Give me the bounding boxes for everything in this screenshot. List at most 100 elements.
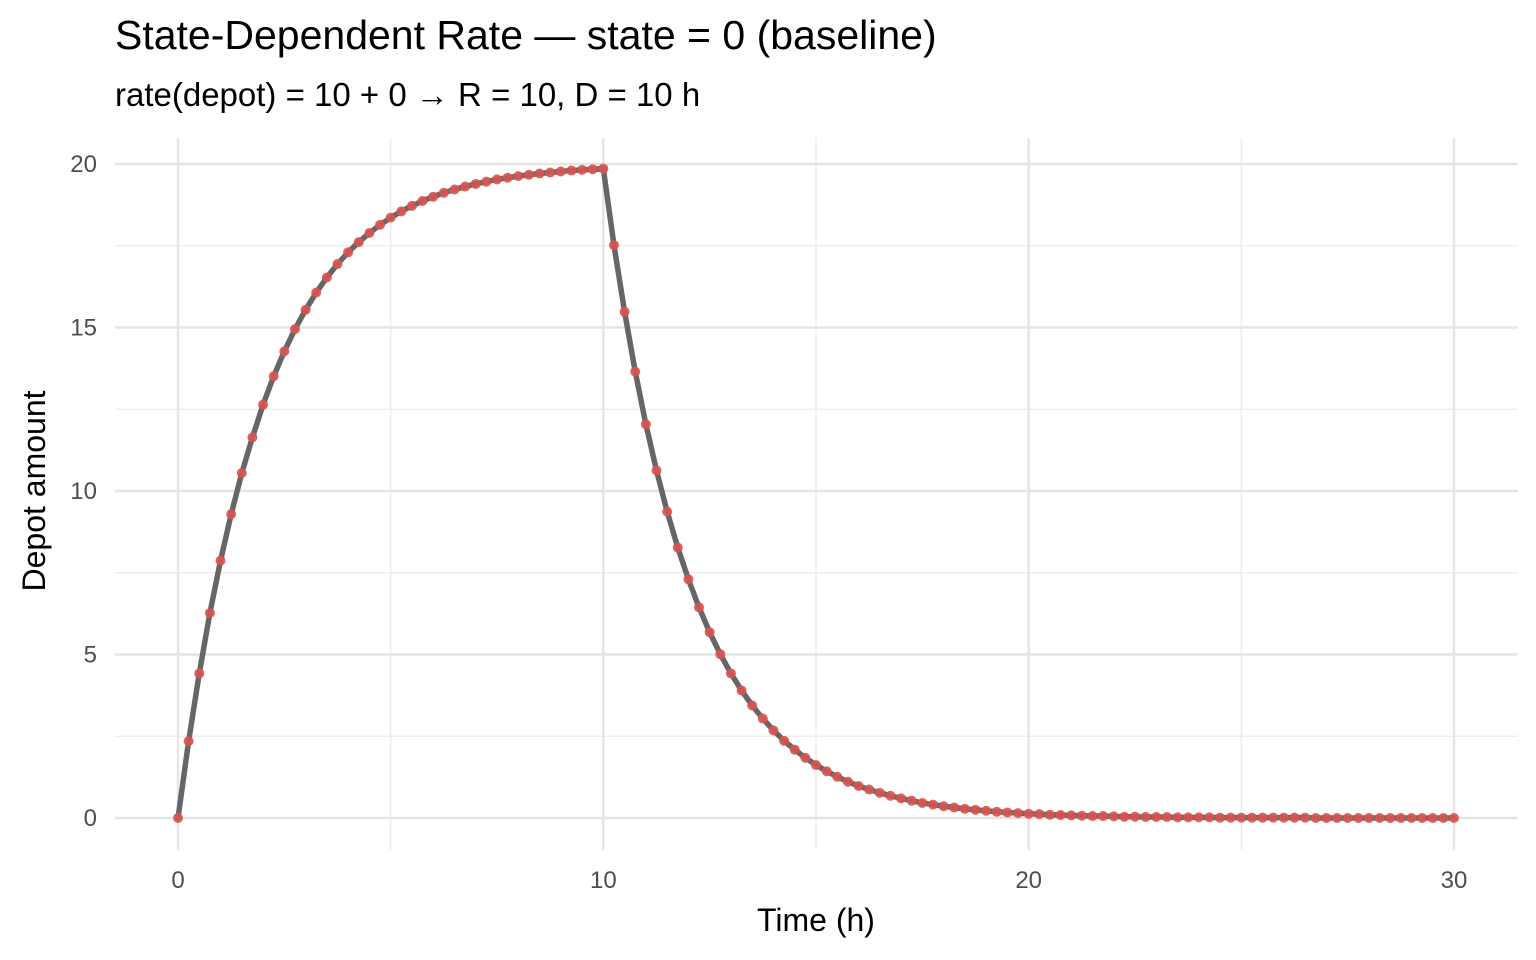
data-point bbox=[662, 506, 673, 517]
data-point bbox=[587, 164, 598, 175]
data-point bbox=[279, 346, 290, 357]
data-point bbox=[1066, 810, 1077, 821]
data-point bbox=[343, 247, 354, 258]
data-point bbox=[896, 793, 907, 804]
data-point bbox=[289, 324, 300, 335]
data-point bbox=[449, 184, 460, 195]
data-point bbox=[1353, 813, 1364, 823]
data-point bbox=[1246, 812, 1257, 823]
data-point bbox=[630, 366, 641, 377]
data-point bbox=[183, 736, 194, 747]
data-point bbox=[1289, 812, 1300, 823]
data-point bbox=[1108, 811, 1119, 822]
y-tick-label: 20 bbox=[70, 151, 97, 178]
data-point bbox=[598, 163, 609, 174]
data-point bbox=[1119, 811, 1130, 822]
y-tick-label: 0 bbox=[84, 805, 97, 832]
chart-subtitle: rate(depot) = 10 + 0 → R = 10, D = 10 h bbox=[115, 76, 701, 113]
data-point bbox=[1374, 813, 1385, 823]
data-point bbox=[736, 685, 747, 696]
data-point bbox=[1395, 813, 1406, 823]
x-tick-label: 0 bbox=[171, 867, 184, 894]
data-series bbox=[173, 163, 1459, 823]
data-point bbox=[566, 165, 577, 176]
data-point bbox=[555, 166, 566, 177]
major-gridlines bbox=[115, 138, 1518, 850]
data-point bbox=[768, 725, 779, 736]
data-point bbox=[1023, 808, 1034, 819]
data-point bbox=[1002, 807, 1013, 818]
data-point bbox=[1363, 813, 1374, 823]
data-point bbox=[1332, 813, 1343, 823]
data-point bbox=[1204, 812, 1215, 823]
data-point bbox=[789, 744, 800, 755]
data-point bbox=[300, 304, 311, 315]
data-point bbox=[853, 780, 864, 791]
data-point bbox=[1385, 813, 1396, 823]
data-point bbox=[811, 760, 821, 771]
data-point bbox=[364, 228, 375, 238]
data-point bbox=[651, 465, 662, 476]
data-point bbox=[215, 555, 226, 566]
data-point bbox=[460, 181, 471, 192]
data-point bbox=[1342, 813, 1353, 823]
data-point bbox=[1087, 811, 1098, 822]
x-tick-label: 20 bbox=[1015, 867, 1042, 894]
data-point bbox=[981, 805, 992, 816]
data-point bbox=[1321, 813, 1332, 823]
data-point bbox=[1236, 812, 1247, 823]
data-point bbox=[619, 306, 630, 317]
x-axis-ticks: 0 10 20 30 bbox=[171, 867, 1467, 894]
data-point bbox=[885, 790, 896, 801]
data-point bbox=[800, 752, 811, 763]
data-point bbox=[1225, 812, 1236, 823]
minor-gridlines bbox=[115, 138, 1518, 850]
data-point bbox=[396, 206, 407, 217]
y-tick-label: 5 bbox=[84, 642, 97, 669]
data-point bbox=[1300, 812, 1311, 823]
data-point bbox=[747, 700, 758, 711]
data-point bbox=[970, 804, 981, 815]
data-point bbox=[1183, 812, 1194, 823]
data-point bbox=[268, 371, 279, 382]
data-point bbox=[821, 766, 832, 777]
data-point bbox=[757, 713, 768, 724]
chart-title: State-Dependent Rate — state = 0 (baseli… bbox=[115, 12, 937, 58]
data-point bbox=[173, 813, 183, 823]
data-point bbox=[417, 195, 428, 206]
data-point bbox=[938, 801, 949, 812]
x-axis-title: Time (h) bbox=[757, 902, 875, 938]
data-point bbox=[832, 771, 843, 782]
data-point bbox=[375, 219, 386, 230]
data-point bbox=[470, 178, 481, 189]
x-tick-label: 30 bbox=[1441, 867, 1468, 894]
data-point bbox=[1449, 813, 1459, 823]
data-point bbox=[428, 191, 439, 202]
data-point bbox=[1044, 809, 1055, 820]
y-axis-title: Depot amount bbox=[16, 390, 52, 591]
data-point bbox=[864, 784, 875, 795]
data-point bbox=[438, 187, 449, 198]
data-point bbox=[1257, 812, 1268, 823]
data-point bbox=[247, 432, 258, 443]
data-point bbox=[640, 419, 651, 430]
data-point bbox=[683, 574, 694, 585]
data-point bbox=[492, 174, 502, 185]
data-point bbox=[927, 799, 938, 810]
data-point bbox=[1193, 812, 1204, 823]
data-point bbox=[1406, 813, 1417, 823]
data-point bbox=[204, 607, 215, 618]
data-point bbox=[1140, 812, 1151, 823]
y-tick-label: 10 bbox=[70, 478, 97, 505]
data-point bbox=[1161, 812, 1172, 823]
data-point bbox=[321, 272, 332, 283]
data-point bbox=[1310, 813, 1321, 823]
data-point bbox=[1215, 812, 1226, 823]
data-point bbox=[523, 169, 534, 180]
data-point bbox=[991, 806, 1002, 817]
data-point bbox=[842, 776, 853, 787]
data-point bbox=[534, 168, 545, 179]
data-point bbox=[481, 176, 492, 187]
data-point bbox=[194, 668, 205, 679]
data-point bbox=[779, 735, 790, 746]
